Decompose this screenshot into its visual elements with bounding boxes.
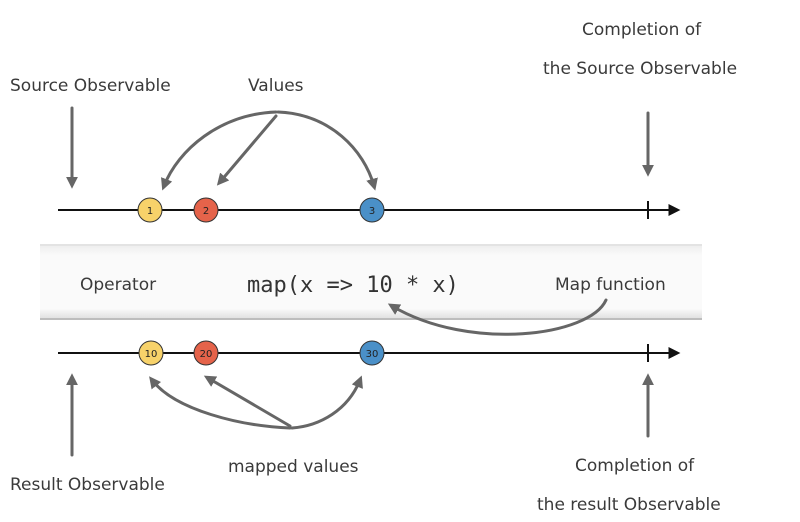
source-marble-3-circle — [359, 197, 385, 223]
map-function-label: Map function — [555, 275, 666, 295]
result-marble-10-circle — [138, 340, 164, 366]
result-marble-20-label: 20 — [200, 349, 213, 360]
completion-result-label-line1: Completion of — [575, 456, 695, 476]
source-marble-2-label: 2 — [203, 206, 209, 217]
map-function-arrow — [387, 298, 608, 336]
result-marble-10-label: 10 — [145, 349, 158, 360]
result-marble-20-circle — [193, 340, 219, 366]
source-marble-3-label: 3 — [369, 206, 375, 217]
source-marble-1-label: 1 — [147, 206, 153, 217]
result-marble-30-label: 30 — [366, 349, 379, 360]
result-marble-30: 30 — [359, 340, 385, 366]
operator-band — [40, 244, 702, 320]
result-observable-label: Result Observable — [10, 475, 165, 495]
source-marble-1-circle — [137, 197, 163, 223]
source-marble-2: 2 — [193, 197, 219, 223]
mapped-value-10-arrow — [149, 376, 292, 430]
mapped-values-label: mapped values — [228, 457, 359, 477]
value-1-arrow — [161, 110, 278, 191]
result-marble-30-circle — [359, 340, 385, 366]
source-marble-2-circle — [193, 197, 219, 223]
mapped-value-30-arrow — [290, 375, 363, 430]
source-observable-label: Source Observable — [10, 76, 171, 96]
result-marble-20: 20 — [193, 340, 219, 366]
source-marble-1: 1 — [137, 197, 163, 223]
completion-result-label-line2: the result Observable — [537, 495, 721, 515]
completion-source-label-line1: Completion of — [582, 20, 702, 40]
operator-code: map(x => 10 * x) — [247, 273, 459, 298]
operator-label: Operator — [80, 275, 156, 295]
source-marble-3: 3 — [359, 197, 385, 223]
completion-source-label-line2: the Source Observable — [543, 59, 737, 79]
result-marble-10: 10 — [138, 340, 164, 366]
value-2-arrow — [216, 114, 278, 186]
mapped-value-20-arrow — [203, 375, 292, 428]
values-label: Values — [248, 76, 304, 96]
value-3-arrow — [276, 110, 378, 191]
